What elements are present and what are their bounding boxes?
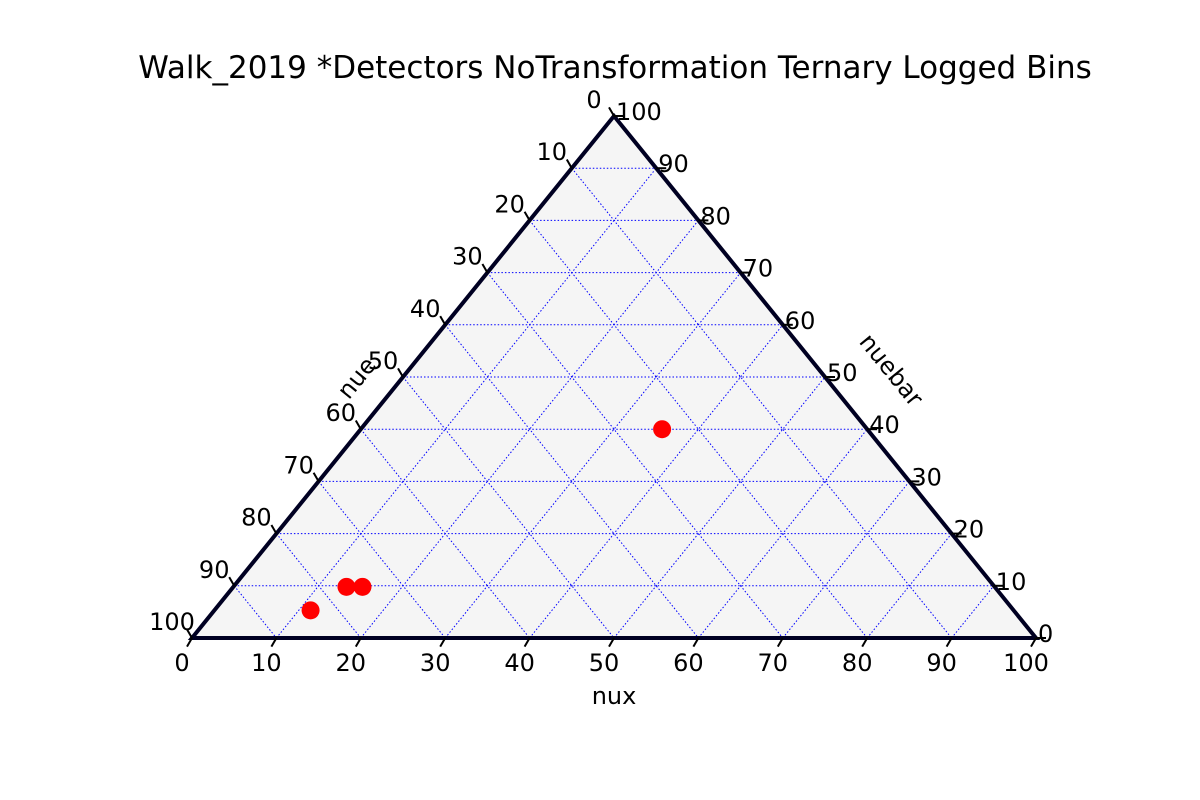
tick-nue-20	[523, 211, 531, 221]
grid-line-nux-40	[529, 324, 784, 639]
axis-label-nuebar: nuebar	[854, 328, 929, 412]
tick-label-nue-90: 90	[199, 556, 230, 584]
grid-lines	[233, 167, 995, 639]
tick-nux-30	[439, 637, 447, 648]
tick-label-nuebar-100: 100	[616, 98, 662, 126]
tick-label-nuebar-60: 60	[785, 307, 816, 335]
grid-line-nue-10	[571, 167, 952, 639]
data-point-1	[653, 420, 672, 439]
tick-nue-40	[439, 315, 447, 326]
tick-nue-80	[270, 524, 278, 535]
tick-nue-30	[481, 263, 489, 274]
tick-nue-50	[397, 367, 404, 378]
grid-line-nux-80	[866, 533, 952, 639]
axis-label-nux: nux	[592, 682, 637, 710]
tick-label-nux-80: 80	[842, 649, 873, 677]
tick-label-nux-70: 70	[758, 649, 789, 677]
tick-label-nux-60: 60	[673, 649, 704, 677]
tick-label-nuebar-30: 30	[911, 463, 942, 491]
tick-label-nuebar-40: 40	[869, 411, 900, 439]
tick-nux-10	[270, 637, 278, 648]
tick-nue-0	[608, 106, 615, 117]
tick-label-nuebar-90: 90	[658, 150, 689, 178]
tick-nux-50	[608, 637, 615, 648]
tick-label-nuebar-20: 20	[954, 516, 985, 544]
grid-line-nue-60	[360, 428, 530, 639]
tick-label-nux-100: 100	[1003, 649, 1049, 677]
tick-label-nux-30: 30	[420, 649, 451, 677]
data-point-2	[337, 577, 356, 596]
tick-label-nuebar-70: 70	[743, 255, 774, 283]
tick-nue-90	[228, 576, 236, 587]
tick-labels: 0 10 20 30 40 50 60 70 80 90 100010203040506070809…	[149, 86, 1053, 677]
tick-label-nuebar-80: 80	[700, 202, 731, 230]
data-point-3	[353, 577, 372, 596]
tick-marks	[186, 106, 1046, 648]
tick-label-nue-70: 70	[283, 451, 314, 479]
grid-line-nux-10	[276, 167, 657, 639]
tick-label-nuebar-0: 0	[1038, 620, 1053, 648]
tick-label-nue-20: 20	[494, 190, 525, 218]
grid-line-nue-80	[276, 533, 362, 639]
grid-line-nue-30	[487, 272, 784, 639]
tick-label-nuebar-10: 10	[996, 568, 1027, 596]
grid-line-nue-90	[233, 585, 277, 639]
grid-line-nux-30	[444, 272, 741, 639]
chart-title: Walk_2019 *Detectors NoTransformation Te…	[138, 50, 1092, 86]
tick-label-nue-80: 80	[241, 504, 272, 532]
tick-label-nue-60: 60	[326, 399, 357, 427]
tick-nux-40	[523, 637, 531, 648]
tick-label-nux-10: 10	[251, 649, 282, 677]
tick-label-nux-20: 20	[336, 649, 367, 677]
tick-label-nuebar-50: 50	[827, 359, 858, 387]
tick-nux-0	[186, 637, 193, 648]
tick-label-nux-50: 50	[589, 649, 620, 677]
tick-label-nux-40: 40	[504, 649, 535, 677]
tick-nux-100	[1030, 637, 1037, 648]
tick-label-nue-10: 10	[537, 138, 568, 166]
tick-label-nue-30: 30	[452, 243, 483, 271]
tick-nux-80	[861, 637, 869, 648]
tick-nue-10	[565, 159, 573, 169]
tick-label-nue-100: 100	[149, 608, 195, 636]
data-point-4	[301, 601, 320, 620]
tick-nux-60	[692, 637, 700, 648]
tick-label-nue-40: 40	[410, 295, 441, 323]
tick-label-nux-0: 0	[174, 649, 189, 677]
data-points	[301, 420, 672, 620]
tick-nux-90	[945, 637, 953, 648]
tick-nue-100	[186, 628, 193, 639]
grid-line-nux-60	[698, 428, 868, 639]
tick-nue-60	[354, 420, 362, 430]
grid-line-nux-90	[951, 585, 995, 639]
tick-nux-70	[776, 637, 784, 648]
tick-nue-70	[312, 472, 320, 482]
tick-label-nux-90: 90	[926, 649, 957, 677]
tick-label-nue-0: 0	[586, 86, 601, 114]
tick-nux-20	[354, 637, 362, 648]
tick-label-nue-50: 50	[368, 347, 399, 375]
